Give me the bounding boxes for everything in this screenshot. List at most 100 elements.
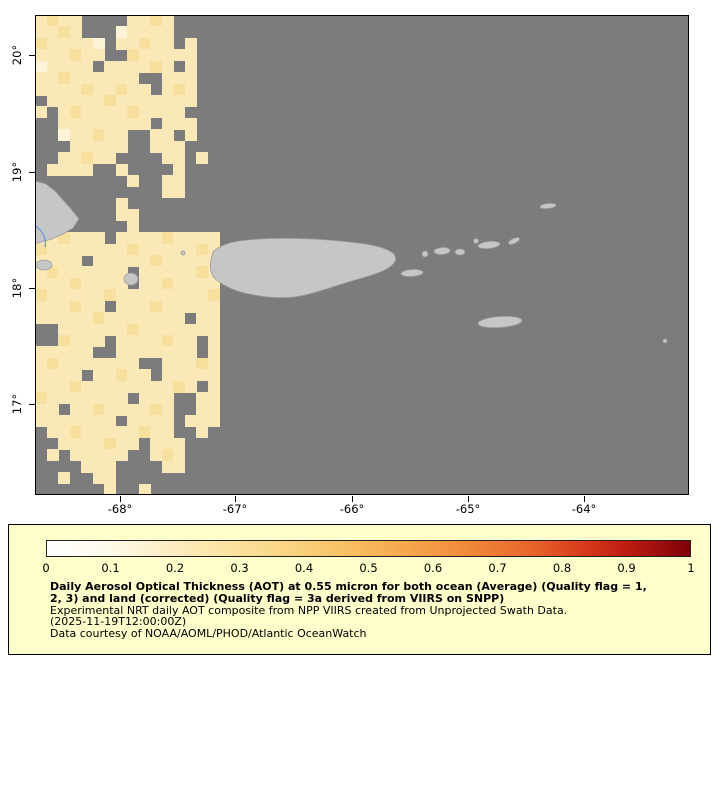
aot-cell bbox=[127, 426, 140, 439]
aot-cell bbox=[150, 60, 163, 73]
colorbar bbox=[46, 540, 691, 557]
aot-cell bbox=[138, 26, 151, 39]
aot-cell bbox=[35, 312, 48, 325]
aot-cell bbox=[46, 346, 59, 359]
y-tick bbox=[29, 288, 35, 289]
aot-cell bbox=[104, 152, 117, 165]
aot-cell bbox=[104, 95, 117, 108]
aot-cell bbox=[161, 95, 174, 108]
aot-cell bbox=[207, 357, 220, 370]
y-tick-label: 20° bbox=[10, 44, 24, 66]
aot-cell bbox=[196, 323, 209, 336]
aot-cell bbox=[150, 49, 163, 62]
aot-cell bbox=[115, 449, 128, 462]
aot-cell bbox=[150, 129, 163, 142]
aot-cell bbox=[161, 437, 174, 450]
aot-cell bbox=[92, 129, 105, 142]
aot-cell bbox=[150, 277, 163, 290]
aot-cell bbox=[69, 335, 82, 348]
aot-cell bbox=[173, 83, 186, 96]
island-tortola bbox=[477, 240, 501, 250]
aot-cell bbox=[69, 415, 82, 428]
aot-cell bbox=[184, 335, 197, 348]
aot-cell bbox=[161, 403, 174, 416]
aot-cell bbox=[69, 49, 82, 62]
aot-cell bbox=[92, 335, 105, 348]
aot-cell bbox=[69, 403, 82, 416]
aot-cell bbox=[69, 266, 82, 279]
aot-cell bbox=[161, 175, 174, 188]
aot-cell bbox=[81, 60, 94, 73]
aot-cell bbox=[46, 403, 59, 416]
aot-cell bbox=[184, 323, 197, 336]
aot-cell bbox=[58, 380, 71, 393]
aot-cell bbox=[115, 197, 128, 210]
aot-cell bbox=[127, 369, 140, 382]
aot-cell bbox=[92, 255, 105, 268]
aot-cell bbox=[115, 83, 128, 96]
aot-cell bbox=[115, 255, 128, 268]
aot-cell bbox=[69, 163, 82, 176]
aot-cell bbox=[184, 72, 197, 85]
aot-cell bbox=[173, 72, 186, 85]
aot-cell bbox=[92, 369, 105, 382]
aot-cell bbox=[161, 449, 174, 462]
aot-cell bbox=[127, 106, 140, 119]
aot-map bbox=[35, 15, 689, 495]
aot-cell bbox=[69, 380, 82, 393]
aot-cell bbox=[104, 129, 117, 142]
aot-cell bbox=[138, 335, 151, 348]
aot-cell bbox=[69, 140, 82, 153]
aot-cell bbox=[161, 72, 174, 85]
aot-cell bbox=[35, 15, 48, 28]
aot-cell bbox=[173, 335, 186, 348]
aot-cell bbox=[46, 426, 59, 439]
island-saona bbox=[35, 259, 53, 271]
aot-cell bbox=[58, 312, 71, 325]
aot-cell bbox=[92, 323, 105, 336]
aot-cell bbox=[115, 323, 128, 336]
aot-cell bbox=[161, 60, 174, 73]
aot-cell bbox=[81, 232, 94, 245]
aot-cell bbox=[150, 15, 163, 28]
aot-cell bbox=[173, 266, 186, 279]
aot-cell bbox=[104, 243, 117, 256]
aot-cell bbox=[58, 369, 71, 382]
aot-cell bbox=[115, 357, 128, 370]
island-vieques bbox=[400, 269, 424, 277]
aot-cell bbox=[92, 266, 105, 279]
aot-cell bbox=[127, 49, 140, 62]
aot-cell bbox=[173, 300, 186, 313]
aot-cell bbox=[58, 277, 71, 290]
aot-cell bbox=[161, 426, 174, 439]
aot-cell bbox=[184, 369, 197, 382]
aot-cell bbox=[184, 232, 197, 245]
legend-timestamp: (2025-11-19T12:00:00Z) bbox=[50, 615, 187, 629]
aot-cell bbox=[81, 95, 94, 108]
colorbar-tick-label: 0 bbox=[42, 561, 50, 575]
aot-cell bbox=[115, 426, 128, 439]
legend-description: Experimental NRT daily AOT composite fro… bbox=[50, 603, 568, 617]
aot-cell bbox=[58, 49, 71, 62]
aot-cell bbox=[127, 60, 140, 73]
aot-cell bbox=[104, 106, 117, 119]
aot-cell bbox=[161, 460, 174, 473]
aot-cell bbox=[92, 277, 105, 290]
aot-cell bbox=[92, 289, 105, 302]
aot-cell bbox=[104, 460, 117, 473]
aot-cell bbox=[161, 300, 174, 313]
aot-cell bbox=[207, 312, 220, 325]
aot-cell bbox=[104, 140, 117, 153]
aot-cell bbox=[127, 289, 140, 302]
x-tick-label: -64° bbox=[571, 502, 597, 516]
aot-cell bbox=[173, 460, 186, 473]
aot-cell bbox=[115, 117, 128, 130]
aot-cell bbox=[104, 415, 117, 428]
aot-cell bbox=[138, 312, 151, 325]
aot-cell bbox=[92, 49, 105, 62]
aot-cell bbox=[150, 449, 163, 462]
aot-cell bbox=[127, 83, 140, 96]
island-st-john bbox=[454, 248, 466, 256]
aot-cell bbox=[196, 415, 209, 428]
aot-cell bbox=[196, 152, 209, 165]
